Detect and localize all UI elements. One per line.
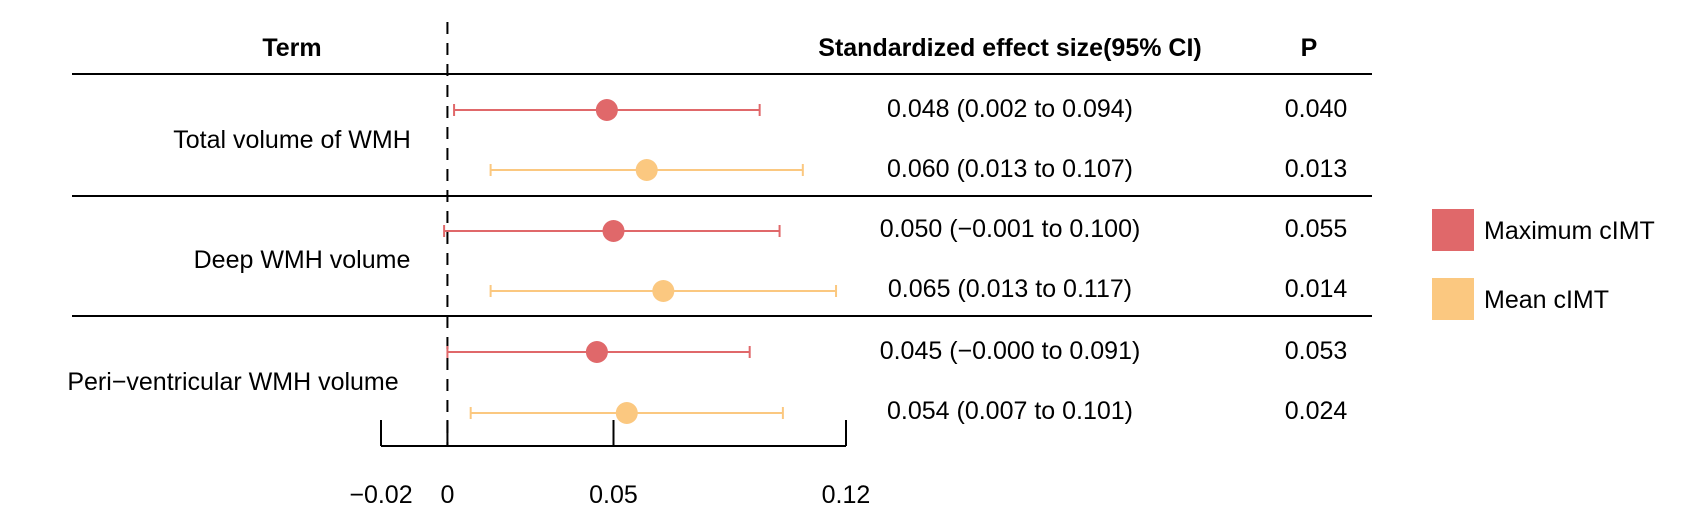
estimate-point	[585, 341, 608, 363]
p-value: 0.055	[1285, 215, 1348, 243]
x-tick-label: 0.12	[822, 481, 871, 509]
x-tick-label: 0.05	[589, 481, 638, 509]
p-value: 0.053	[1285, 337, 1348, 365]
ci-text: 0.048 (0.002 to 0.094)	[887, 95, 1133, 123]
p-value: 0.040	[1285, 95, 1348, 123]
estimate-point	[615, 402, 638, 424]
term-label: Deep WMH volume	[194, 246, 411, 274]
ci-text: 0.054 (0.007 to 0.101)	[887, 397, 1133, 425]
x-tick-label: −0.02	[349, 481, 412, 509]
legend-swatch	[1432, 209, 1474, 251]
estimate-point	[602, 220, 625, 242]
term-label: Peri−ventricular WMH volume	[67, 368, 398, 396]
p-value-header: P	[1301, 34, 1318, 62]
estimate-point	[652, 280, 675, 302]
ci-text: 0.065 (0.013 to 0.117)	[888, 275, 1132, 303]
legend-swatch	[1432, 278, 1474, 320]
estimate-point	[635, 159, 658, 181]
effect-size-header: Standardized effect size(95% CI)	[818, 34, 1201, 62]
p-value: 0.013	[1285, 155, 1348, 183]
ci-text: 0.060 (0.013 to 0.107)	[887, 155, 1133, 183]
legend-label: Mean cIMT	[1484, 286, 1609, 314]
x-tick-label: 0	[440, 481, 454, 509]
term-label: Total volume of WMH	[173, 126, 411, 154]
estimate-point	[595, 99, 618, 121]
ci-text: 0.050 (−0.001 to 0.100)	[880, 215, 1141, 243]
ci-text: 0.045 (−0.000 to 0.091)	[880, 337, 1141, 365]
p-value: 0.024	[1285, 397, 1348, 425]
p-value: 0.014	[1285, 275, 1348, 303]
legend-label: Maximum cIMT	[1484, 217, 1655, 245]
term-header: Term	[262, 34, 321, 62]
